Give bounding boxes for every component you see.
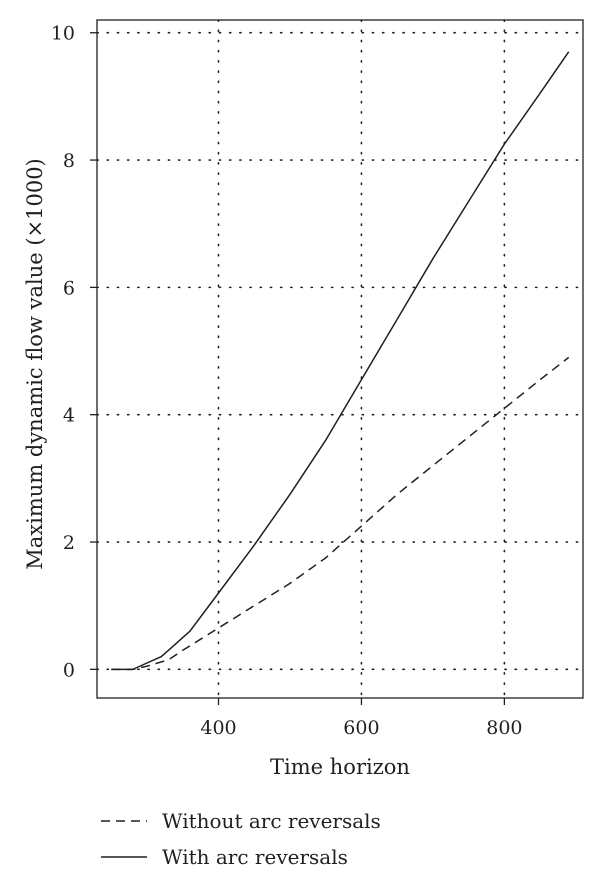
legend: Without arc reversals With arc reversals	[101, 809, 381, 869]
x-tick-label: 600	[343, 717, 379, 739]
axis-ticks: 0 2 4 6 8 10 400 600 800	[51, 23, 523, 739]
y-tick-label: 10	[51, 23, 75, 45]
series-line-without-arc-reversals	[111, 356, 570, 671]
x-axis-title: Time horizon	[270, 755, 410, 779]
y-axis-title: Maximum dynamic flow value (×1000)	[23, 158, 47, 569]
legend-label-with-arc-reversals: With arc reversals	[162, 845, 348, 869]
y-tick-label: 0	[63, 659, 75, 681]
y-tick-label: 8	[63, 150, 75, 172]
x-tick-label: 400	[200, 717, 236, 739]
y-tick-label: 2	[63, 532, 75, 554]
x-tick-label: 800	[486, 717, 522, 739]
series-line-with-arc-reversals	[111, 51, 570, 671]
plot-frame	[96, 19, 584, 699]
series-lines	[111, 51, 570, 671]
grid	[96, 19, 584, 699]
legend-label-without-arc-reversals: Without arc reversals	[162, 809, 381, 833]
y-tick-label: 6	[63, 277, 75, 299]
y-tick-label: 4	[63, 405, 75, 427]
